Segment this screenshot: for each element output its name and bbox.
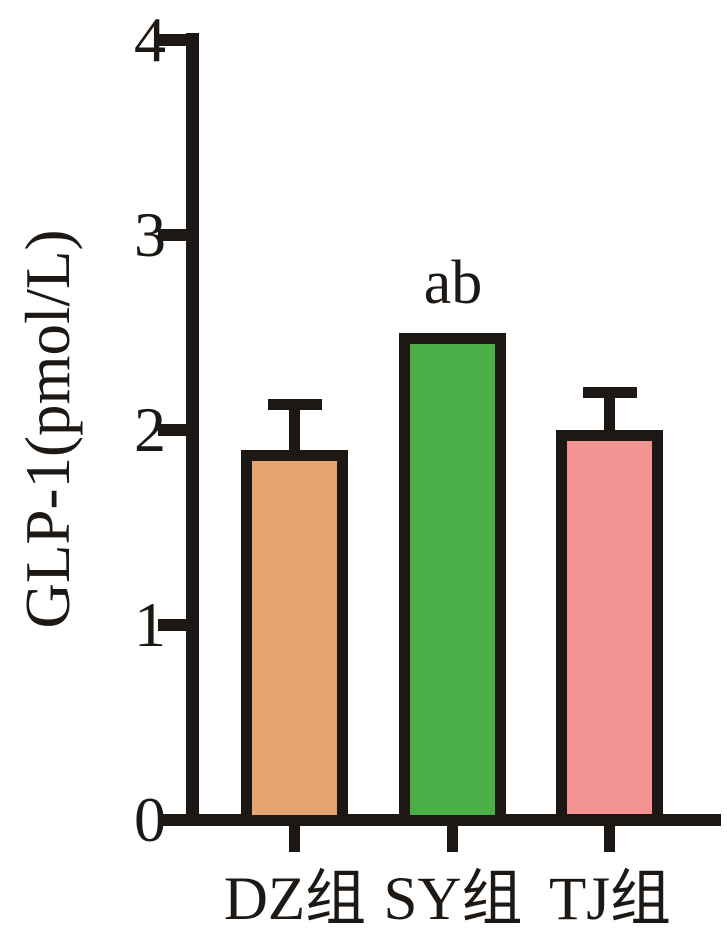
x-category-label-dz: DZ组 [223,866,367,933]
x-tick-tj [604,826,615,852]
y-axis-title: GLP-1(pmol/L) [13,229,83,629]
bar-tj [556,430,663,814]
x-axis-line [158,814,721,826]
x-category-label-sy: SY组 [383,866,523,933]
error-bar-dz-cap [268,399,322,410]
x-category-label-tj: TJ组 [548,866,671,933]
y-tick-1 [158,619,199,631]
y-tick-3 [158,229,199,241]
bar-sy [399,333,506,815]
x-tick-dz [289,826,300,852]
x-tick-sy [447,826,458,852]
error-bar-tj-cap [583,387,637,398]
y-tick-label-2: 2 [134,394,166,465]
y-tick-4 [158,34,199,46]
bar-dz [241,450,348,815]
error-bar-dz-stem [289,405,300,458]
significance-label-ab: ab [423,249,483,317]
y-tick-2 [158,424,199,436]
y-tick-label-4: 4 [134,4,166,75]
y-tick-label-0: 0 [134,784,166,855]
y-tick-label-3: 3 [134,199,166,270]
error-bar-tj-stem [604,393,615,438]
y-tick-label-1: 1 [134,589,166,660]
